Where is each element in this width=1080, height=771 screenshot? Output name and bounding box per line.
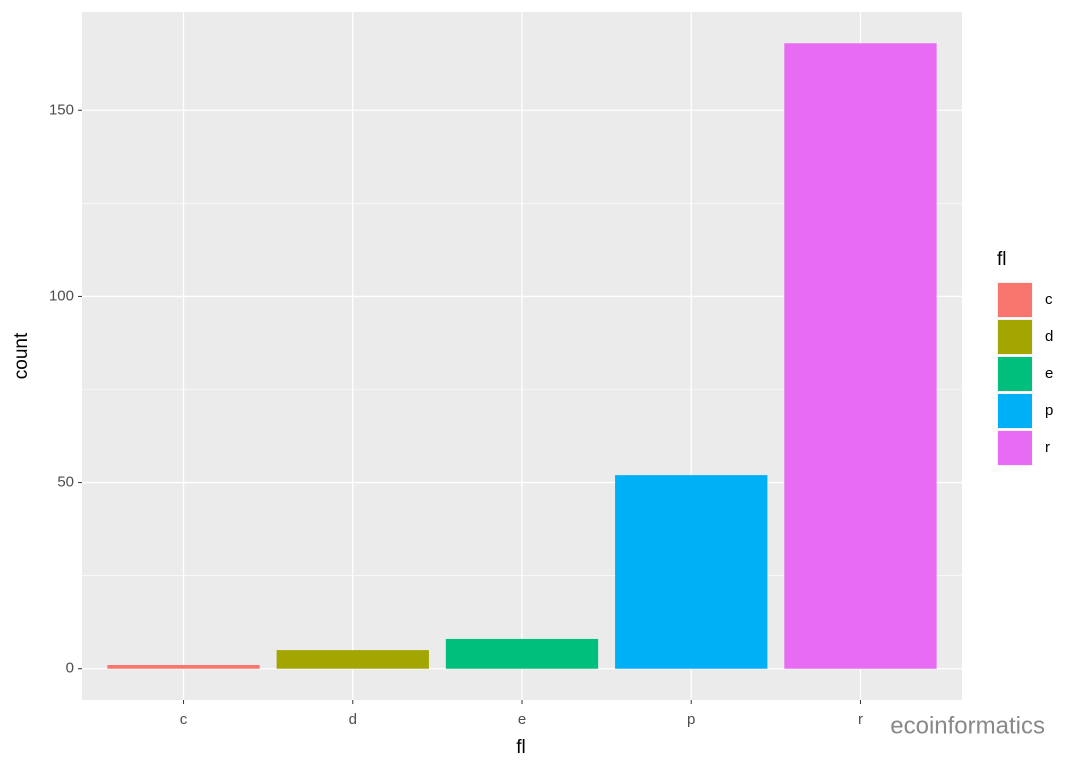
bar bbox=[784, 43, 937, 669]
y-tick-label: 150 bbox=[49, 101, 74, 118]
y-tick-label: 100 bbox=[49, 287, 74, 304]
legend-label: e bbox=[1045, 365, 1053, 382]
legend-label: d bbox=[1045, 328, 1053, 345]
legend-swatch bbox=[998, 431, 1032, 465]
watermark: ecoinformatics bbox=[890, 712, 1045, 739]
x-tick-label: c bbox=[180, 711, 188, 728]
legend-label: p bbox=[1045, 402, 1053, 419]
x-tick-label: d bbox=[349, 711, 357, 728]
legend-label: c bbox=[1045, 291, 1053, 308]
bar bbox=[615, 475, 768, 669]
y-tick-label: 50 bbox=[57, 474, 74, 491]
y-axis-title: count bbox=[11, 332, 32, 379]
bar bbox=[107, 665, 260, 669]
legend-swatch bbox=[998, 357, 1032, 391]
bar bbox=[276, 650, 429, 669]
legend-swatch bbox=[998, 320, 1032, 354]
legend-label: r bbox=[1045, 439, 1050, 456]
bars bbox=[107, 43, 937, 669]
y-tick-label: 0 bbox=[66, 660, 74, 677]
x-tick-label: e bbox=[518, 711, 526, 728]
x-tick-label: p bbox=[687, 711, 695, 728]
legend-swatch bbox=[998, 394, 1032, 428]
x-axis-title: fl bbox=[516, 737, 526, 758]
legend-title: fl bbox=[997, 249, 1007, 270]
legend-swatch bbox=[998, 283, 1032, 317]
x-tick-label: r bbox=[858, 711, 863, 728]
bar bbox=[445, 638, 599, 669]
